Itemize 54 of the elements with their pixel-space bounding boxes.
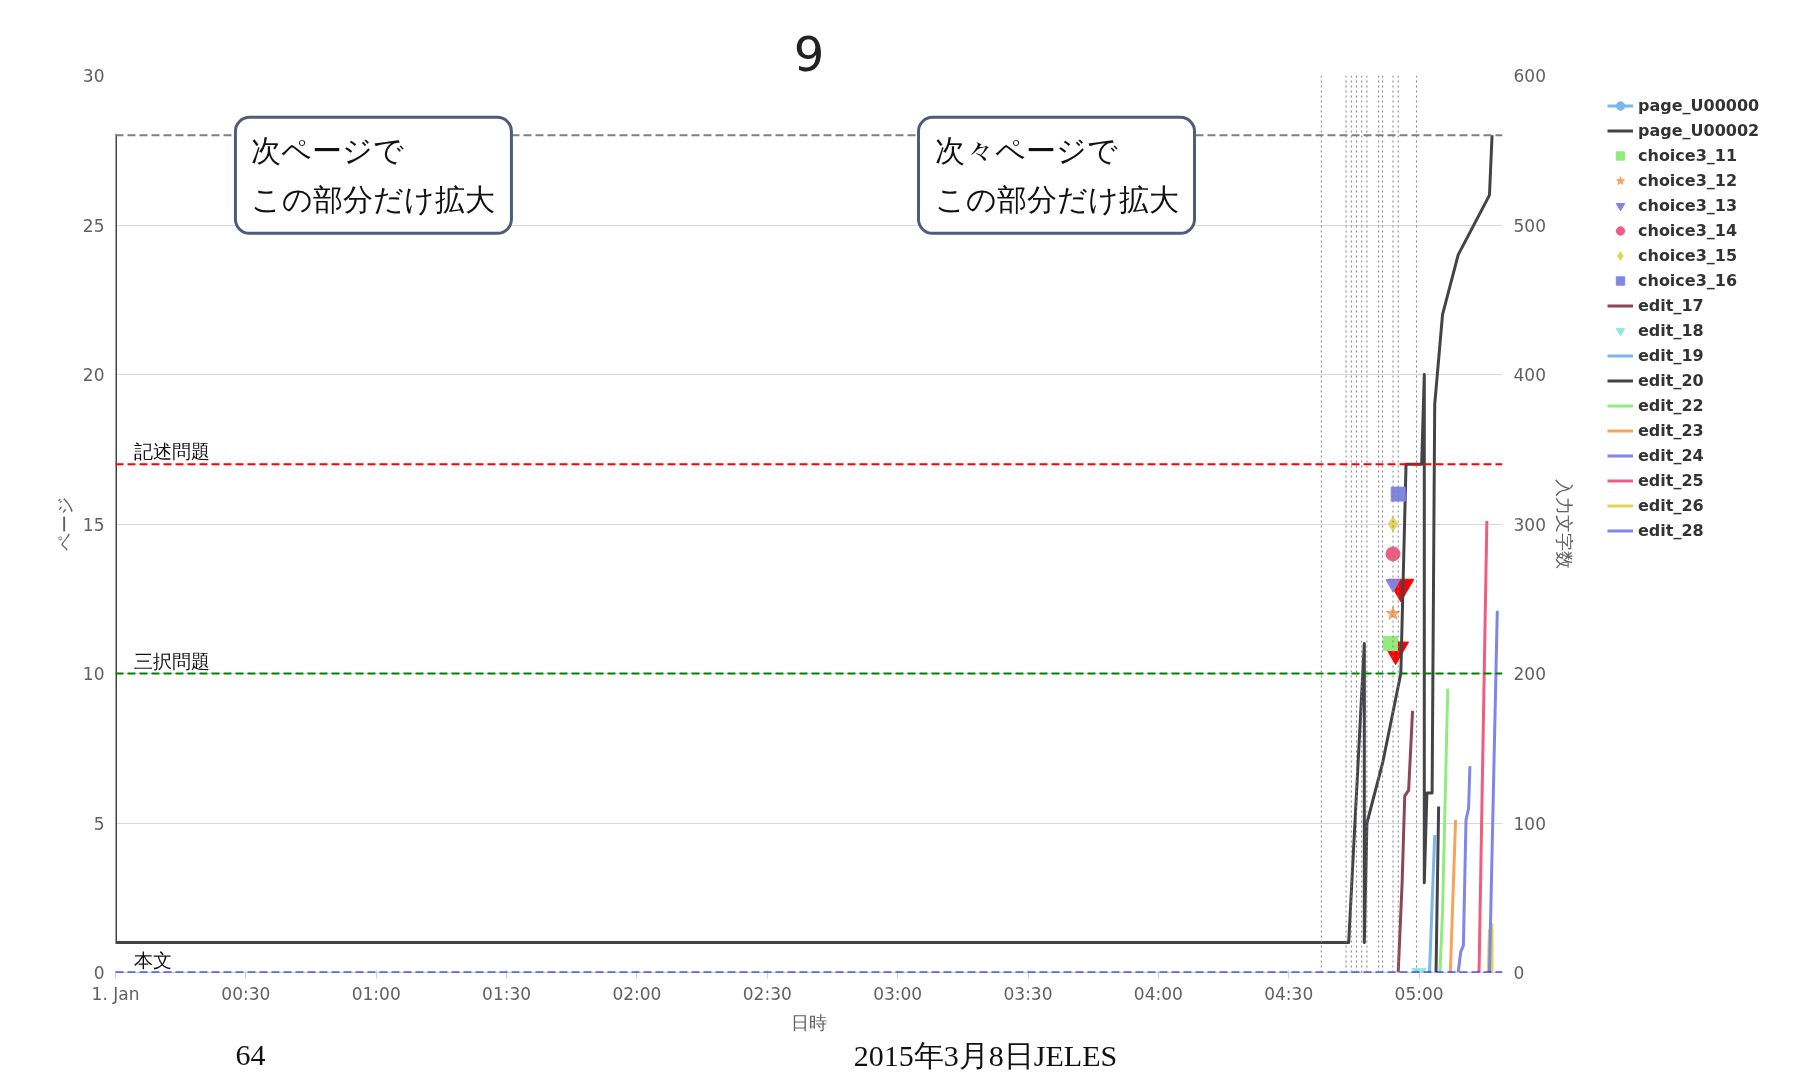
y2-tick-label: 100 [1513, 813, 1546, 834]
legend-label: choice3_12 [1638, 170, 1738, 191]
y2-tick-label: 0 [1513, 963, 1525, 983]
ref-line-label: 記述問題 [133, 440, 210, 463]
annotation: 次ページでこの部分だけ拡大 [251, 133, 496, 218]
y2-tick-label: 600 [1513, 66, 1546, 86]
legend-label: edit_26 [1638, 495, 1704, 516]
legend-label: edit_17 [1638, 295, 1704, 316]
x-tick-label: 1. Jan [91, 983, 140, 1004]
x-tick-label: 01:00 [351, 983, 401, 1004]
y-tick-label: 0 [93, 963, 105, 983]
y-tick-label: 20 [82, 365, 105, 385]
annotation: 次々ページでこの部分だけ拡大 [934, 133, 1179, 218]
x-tick-label: 03:30 [1003, 983, 1053, 1004]
x-tick-label: 05:00 [1394, 983, 1444, 1004]
legend-label: edit_19 [1638, 345, 1704, 366]
legend-label: edit_28 [1638, 520, 1704, 541]
ref-line-label: 本文 [133, 948, 172, 971]
legend-label: choice3_15 [1638, 245, 1738, 266]
x-axis-title: 日時 [791, 1011, 827, 1033]
legend-label: choice3_14 [1638, 220, 1738, 241]
x-tick-label: 02:00 [612, 983, 662, 1004]
legend-label: choice3_11 [1638, 145, 1738, 166]
x-tick-label: 00:30 [221, 983, 271, 1004]
y2-tick-label: 500 [1513, 215, 1546, 236]
legend-label: edit_18 [1638, 320, 1704, 341]
legend-label: choice3_13 [1638, 195, 1738, 216]
y-tick-label: 30 [82, 66, 105, 86]
legend-label: page_U00000 [1638, 95, 1760, 116]
y-tick-label: 25 [82, 215, 105, 236]
chart-title: 9 [793, 25, 825, 82]
x-tick-label: 01:30 [482, 983, 532, 1004]
legend-label: edit_23 [1638, 420, 1704, 441]
legend-label: page_U00002 [1638, 120, 1760, 141]
x-tick-label: 04:00 [1133, 983, 1183, 1004]
legend-label: edit_24 [1638, 445, 1704, 466]
y-tick-label: 10 [82, 664, 105, 684]
legend-label: edit_25 [1638, 470, 1704, 491]
x-tick-label: 04:30 [1264, 983, 1314, 1004]
y2-tick-label: 200 [1513, 664, 1546, 684]
ref-line-label: 三択問題 [133, 649, 210, 672]
y-axis-title: ページ [53, 497, 75, 551]
y2-axis-title: 入力文字数 [1553, 479, 1575, 569]
x-tick-label: 02:30 [742, 983, 792, 1004]
y2-tick-label: 300 [1513, 514, 1546, 535]
legend-label: edit_20 [1638, 370, 1704, 391]
legend-label: choice3_16 [1638, 270, 1738, 291]
y-tick-label: 15 [82, 514, 105, 535]
text: 64 [235, 1038, 266, 1071]
y-tick-label: 5 [93, 813, 105, 834]
y2-tick-label: 400 [1513, 365, 1546, 385]
text: 2015年3月8日JELES [853, 1039, 1118, 1072]
x-tick-label: 03:00 [873, 983, 923, 1004]
legend-label: edit_22 [1638, 395, 1704, 416]
